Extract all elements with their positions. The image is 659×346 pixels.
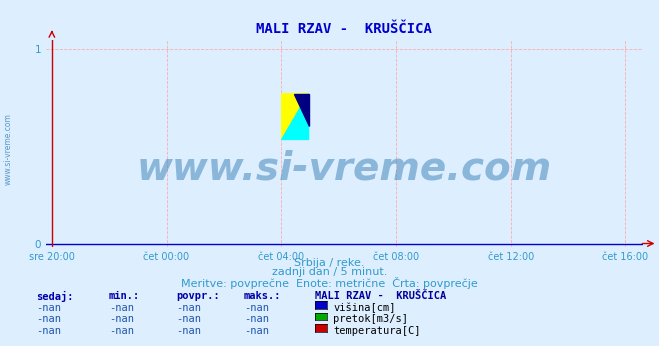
Text: www.si-vreme.com: www.si-vreme.com: [136, 149, 552, 188]
Text: -nan: -nan: [109, 314, 134, 324]
Text: Meritve: povprečne  Enote: metrične  Črta: povprečje: Meritve: povprečne Enote: metrične Črta:…: [181, 277, 478, 289]
Text: -nan: -nan: [36, 303, 61, 313]
Text: Srbija / reke.: Srbija / reke.: [295, 258, 364, 268]
Text: -nan: -nan: [36, 326, 61, 336]
Polygon shape: [281, 94, 308, 139]
Text: pretok[m3/s]: pretok[m3/s]: [333, 314, 409, 324]
Text: www.si-vreme.com: www.si-vreme.com: [3, 113, 13, 185]
Polygon shape: [281, 94, 308, 139]
Text: zadnji dan / 5 minut.: zadnji dan / 5 minut.: [272, 267, 387, 277]
Text: -nan: -nan: [109, 326, 134, 336]
Text: temperatura[C]: temperatura[C]: [333, 326, 421, 336]
Polygon shape: [294, 94, 308, 126]
Text: -nan: -nan: [109, 303, 134, 313]
Text: višina[cm]: višina[cm]: [333, 303, 396, 313]
Text: -nan: -nan: [177, 326, 202, 336]
Title: MALI RZAV -  KRUŠČICA: MALI RZAV - KRUŠČICA: [256, 22, 432, 36]
Text: povpr.:: povpr.:: [177, 291, 220, 301]
Text: -nan: -nan: [244, 303, 269, 313]
Text: sedaj:: sedaj:: [36, 291, 74, 302]
Text: -nan: -nan: [244, 326, 269, 336]
Text: MALI RZAV -  KRUŠČICA: MALI RZAV - KRUŠČICA: [315, 291, 446, 301]
Text: -nan: -nan: [244, 314, 269, 324]
Text: min.:: min.:: [109, 291, 140, 301]
Text: maks.:: maks.:: [244, 291, 281, 301]
Text: -nan: -nan: [177, 314, 202, 324]
Text: -nan: -nan: [36, 314, 61, 324]
Text: -nan: -nan: [177, 303, 202, 313]
